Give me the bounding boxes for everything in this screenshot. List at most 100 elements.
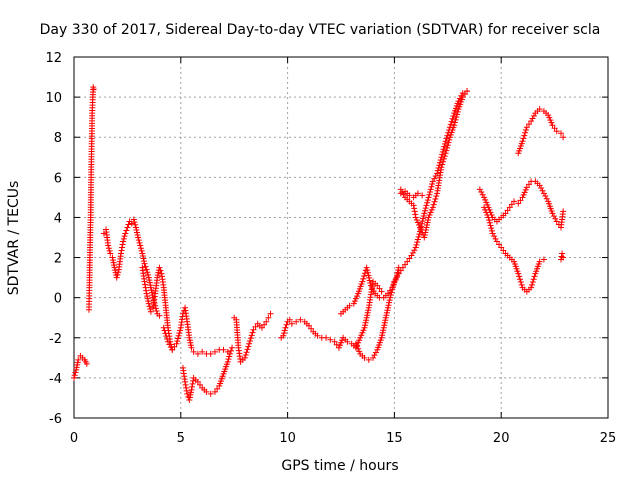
data-point-marker	[412, 214, 419, 221]
data-point-marker	[147, 282, 154, 289]
data-point-marker	[459, 94, 466, 101]
data-point-marker	[242, 352, 249, 359]
data-point-marker	[359, 278, 366, 285]
data-point-marker	[261, 321, 268, 328]
data-point-marker	[559, 250, 566, 257]
data-point-marker	[531, 273, 538, 280]
data-point-marker	[429, 178, 436, 185]
data-point-marker	[419, 218, 426, 225]
data-point-marker	[71, 372, 78, 379]
data-point-marker	[400, 191, 407, 198]
data-point-marker	[194, 378, 201, 385]
data-point-marker	[432, 172, 439, 179]
x-tick-label: 20	[493, 431, 510, 446]
data-point-marker	[428, 183, 435, 190]
data-point-marker	[389, 283, 396, 290]
data-point-marker	[73, 364, 80, 371]
data-point-marker	[281, 327, 288, 334]
data-point-marker	[381, 319, 388, 326]
data-point-marker	[422, 207, 429, 214]
data-point-marker	[553, 218, 560, 225]
data-point-marker	[161, 327, 168, 334]
data-point-marker	[552, 215, 559, 222]
data-point-marker	[399, 189, 406, 196]
data-point-marker	[431, 198, 438, 205]
data-point-marker	[420, 215, 427, 222]
data-point-marker	[411, 205, 418, 212]
data-point-marker	[109, 254, 116, 261]
data-point-marker	[187, 391, 194, 398]
data-point-marker	[484, 201, 491, 208]
data-point-marker	[207, 350, 214, 357]
data-point-marker	[504, 207, 511, 214]
data-point-marker	[211, 348, 218, 355]
data-point-marker	[142, 263, 149, 270]
data-point-marker	[549, 210, 556, 217]
data-point-marker	[83, 360, 90, 367]
data-point-marker	[453, 114, 460, 121]
data-point-marker	[390, 281, 397, 288]
data-point-marker	[105, 245, 112, 252]
data-point-marker	[245, 343, 252, 350]
data-point-marker	[423, 224, 430, 231]
data-point-marker	[411, 247, 418, 254]
data-point-marker	[478, 189, 485, 196]
data-point-marker	[224, 358, 231, 365]
data-point-marker	[134, 231, 141, 238]
data-point-marker	[109, 257, 116, 264]
data-point-marker	[220, 346, 227, 353]
data-point-marker	[139, 253, 146, 260]
data-point-marker	[419, 192, 426, 199]
data-point-marker	[444, 142, 451, 149]
plot-frame	[73, 56, 609, 419]
data-point-marker	[389, 286, 396, 293]
data-point-marker	[107, 250, 114, 257]
data-point-marker	[430, 201, 437, 208]
data-point-marker	[484, 211, 491, 218]
data-point-marker	[226, 350, 233, 357]
y-tick-label: 12	[45, 51, 62, 66]
data-point-marker	[252, 323, 259, 330]
data-point-marker	[560, 134, 567, 141]
data-point-marker	[406, 255, 413, 262]
data-point-marker	[281, 330, 288, 337]
data-point-marker	[528, 284, 535, 291]
data-point-marker	[439, 148, 446, 155]
data-point-marker	[528, 281, 535, 288]
y-tick-label: 10	[45, 91, 62, 106]
data-point-marker	[171, 343, 178, 350]
data-point-marker	[523, 184, 530, 191]
data-point-marker	[335, 344, 342, 351]
data-point-marker	[479, 191, 486, 198]
data-point-marker	[508, 201, 515, 208]
data-point-marker	[421, 231, 428, 238]
data-point-marker	[164, 338, 171, 345]
data-point-marker	[391, 278, 398, 285]
data-point-marker	[464, 88, 471, 95]
data-point-marker	[145, 300, 152, 307]
data-point-marker	[199, 348, 206, 355]
data-point-marker	[386, 297, 393, 304]
data-point-marker	[147, 306, 154, 313]
data-point-marker	[187, 389, 194, 396]
data-point-marker	[422, 229, 429, 236]
data-point-marker	[152, 305, 159, 312]
data-point-marker	[282, 324, 289, 331]
data-point-marker	[529, 115, 536, 122]
data-point-marker	[280, 332, 287, 339]
data-point-marker	[186, 396, 193, 403]
data-point-marker	[425, 214, 432, 221]
data-point-marker	[207, 390, 214, 397]
data-point-marker	[357, 334, 364, 341]
data-point-marker	[440, 155, 447, 162]
data-point-marker	[177, 327, 184, 334]
data-point-marker	[487, 222, 494, 229]
data-point-marker	[143, 266, 150, 273]
data-point-marker	[414, 236, 421, 243]
data-point-marker	[131, 219, 138, 226]
data-point-marker	[125, 221, 132, 228]
data-point-marker	[354, 293, 361, 300]
data-point-marker	[550, 213, 557, 220]
data-point-marker	[72, 369, 79, 376]
data-point-marker	[440, 146, 447, 153]
